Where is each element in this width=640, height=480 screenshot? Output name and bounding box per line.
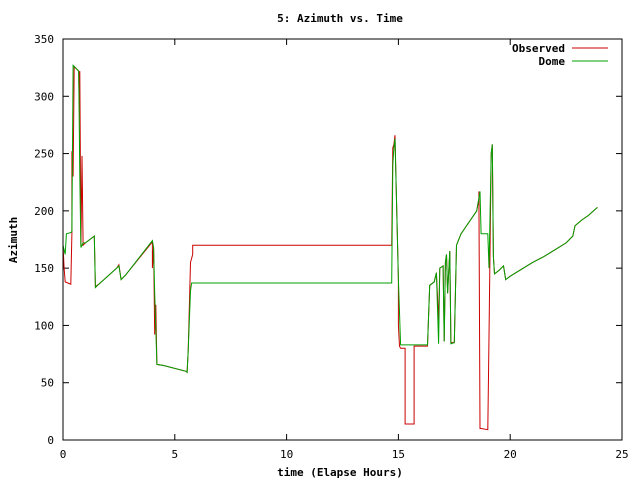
y-tick-label: 150 xyxy=(34,262,54,275)
y-tick-label: 100 xyxy=(34,319,54,332)
y-axis-label: Azimuth xyxy=(7,217,20,263)
x-tick-label: 0 xyxy=(60,448,67,461)
y-tick-label: 300 xyxy=(34,90,54,103)
y-tick-label: 250 xyxy=(34,148,54,161)
x-tick-label: 10 xyxy=(280,448,293,461)
x-tick-label: 15 xyxy=(392,448,405,461)
legend-label-dome: Dome xyxy=(539,55,566,68)
y-tick-label: 50 xyxy=(41,377,54,390)
y-tick-label: 200 xyxy=(34,205,54,218)
x-tick-label: 25 xyxy=(615,448,628,461)
legend-label-observed: Observed xyxy=(512,42,565,55)
x-axis-label: time (Elapse Hours) xyxy=(277,466,403,479)
x-tick-label: 20 xyxy=(504,448,517,461)
y-tick-label: 350 xyxy=(34,33,54,46)
x-tick-label: 5 xyxy=(171,448,178,461)
series-line-observed xyxy=(62,65,598,431)
chart-title: 5: Azimuth vs. Time xyxy=(277,12,403,25)
plot-frame xyxy=(62,38,623,441)
series-line-dome xyxy=(62,64,598,374)
y-tick-label: 0 xyxy=(47,434,54,447)
series-layer xyxy=(62,64,598,431)
